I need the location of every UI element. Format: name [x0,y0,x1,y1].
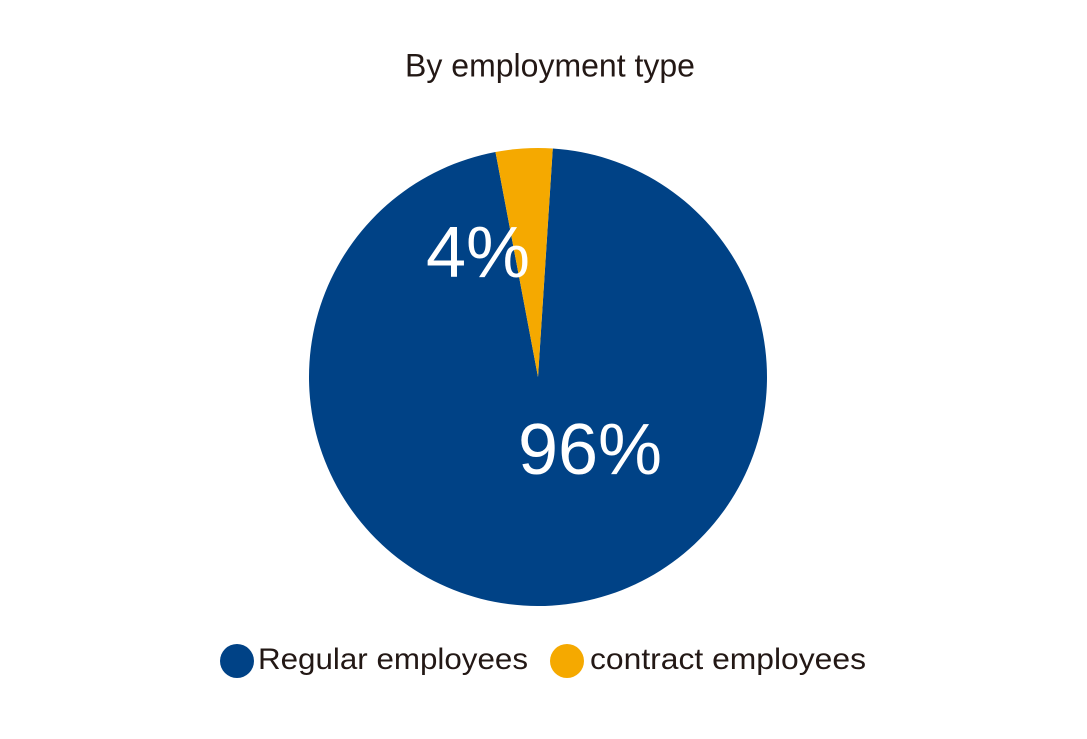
chart-title: By employment type [405,47,695,83]
value-label: 4% [426,213,530,293]
value-label: 96% [518,410,662,490]
pie-slice [308,148,767,606]
legend-label: contract employees [590,643,866,676]
pie-slice [495,148,553,377]
legend-swatch [550,644,584,678]
legend-swatch [220,644,254,678]
legend-label: Regular employees [258,643,528,676]
